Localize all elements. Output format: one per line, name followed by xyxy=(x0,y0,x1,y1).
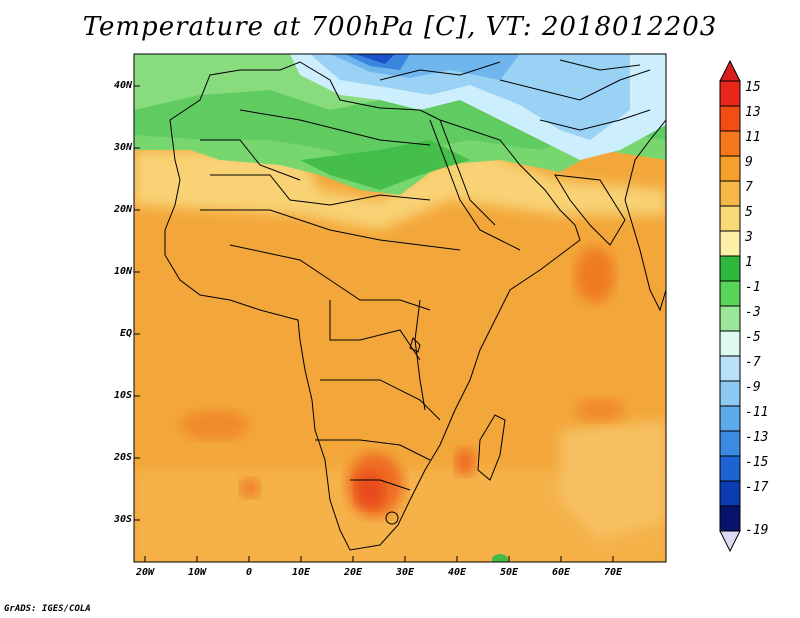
temperature-field xyxy=(134,54,666,562)
lon-label: 0 xyxy=(245,567,253,578)
lon-label: 70E xyxy=(603,567,623,578)
colorbar-cell xyxy=(719,480,741,507)
colorbar-label: 11 xyxy=(745,130,761,145)
lat-label: 30N xyxy=(113,142,132,153)
lon-label: 10E xyxy=(291,567,311,578)
colorbar-label: -13 xyxy=(745,430,769,445)
colorbar-label: 7 xyxy=(745,180,753,195)
colorbar-cell xyxy=(719,105,741,132)
credit-text: GrADS: IGES/COLA xyxy=(4,604,91,614)
lon-label: 60E xyxy=(551,567,571,578)
colorbar-cell xyxy=(719,405,741,432)
colorbar-label: 3 xyxy=(745,230,753,245)
chart-title: Temperature at 700hPa [C], VT: 201801220… xyxy=(82,12,718,42)
colorbar-label: -1 xyxy=(745,280,761,295)
colorbar-cell xyxy=(719,80,741,107)
colorbar-label: 5 xyxy=(745,205,753,220)
colorbar-cell xyxy=(719,205,741,232)
lon-label: 50E xyxy=(499,567,519,578)
lon-label: 30E xyxy=(395,567,415,578)
lat-label: EQ xyxy=(119,328,132,339)
map-frame xyxy=(133,53,667,563)
colorbar-cell xyxy=(719,155,741,182)
country-borders xyxy=(164,59,666,551)
colorbar-cell xyxy=(719,280,741,307)
lat-label: 10S xyxy=(113,390,132,401)
colorbar-bottom-triangle xyxy=(719,530,741,553)
colorbar-cell xyxy=(719,330,741,357)
colorbar-top-triangle xyxy=(719,59,741,82)
lat-label: 10N xyxy=(113,266,132,277)
colorbar-label: -9 xyxy=(745,380,761,395)
axis-ticks xyxy=(134,85,614,562)
colorbar-label: -3 xyxy=(745,305,761,320)
lat-label: 20N xyxy=(113,204,132,215)
colorbar-cell xyxy=(719,430,741,457)
colorbar-cell xyxy=(719,255,741,282)
colorbar-cell xyxy=(719,505,741,532)
colorbar-cell xyxy=(719,130,741,157)
colorbar-cell xyxy=(719,305,741,332)
colorbar-cell xyxy=(719,455,741,482)
colorbar-label: -11 xyxy=(745,405,769,420)
lon-label: 20E xyxy=(343,567,363,578)
colorbar-label: -15 xyxy=(745,455,769,470)
colorbar-label: 15 xyxy=(745,80,761,95)
lon-label: 40E xyxy=(447,567,467,578)
colorbar-label: -7 xyxy=(745,355,761,370)
lat-label: 20S xyxy=(113,452,132,463)
lat-label: 40N xyxy=(113,80,132,91)
colorbar-cell xyxy=(719,230,741,257)
colorbar-label: -19 xyxy=(745,523,769,538)
colorbar-label: -5 xyxy=(745,330,761,345)
lat-label: 30S xyxy=(113,514,132,525)
colorbar-label: 13 xyxy=(745,105,761,120)
colorbar-label: 1 xyxy=(745,255,753,270)
colorbar-cell xyxy=(719,355,741,382)
colorbar-cell xyxy=(719,180,741,207)
lon-label: 10W xyxy=(187,567,207,578)
colorbar-label: 9 xyxy=(745,155,753,170)
colorbar-label: -17 xyxy=(745,480,769,495)
colorbar xyxy=(719,59,741,553)
lon-label: 20W xyxy=(135,567,155,578)
colorbar-cell xyxy=(719,380,741,407)
